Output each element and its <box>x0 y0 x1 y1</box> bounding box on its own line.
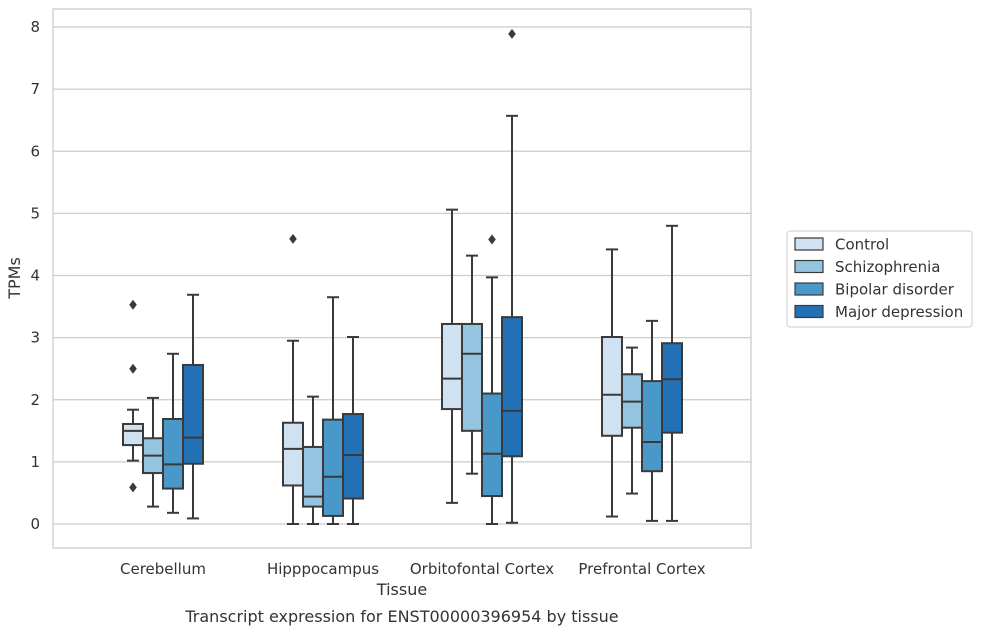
y-tick-label: 2 <box>30 391 40 409</box>
y-tick-label: 1 <box>30 453 40 471</box>
outlier-point <box>508 28 516 39</box>
box-3-1 <box>621 346 643 495</box>
y-tick-label: 8 <box>30 18 40 36</box>
box-0-1 <box>142 396 164 508</box>
box-iqr <box>322 418 344 517</box>
box-2-1 <box>461 254 483 475</box>
x-tick-label: Hipppocampus <box>267 560 379 578</box>
y-tick-label: 5 <box>30 204 40 222</box>
box-iqr <box>182 363 204 465</box>
box-iqr <box>342 413 364 500</box>
legend-swatch <box>794 282 824 296</box>
legend-label: Control <box>835 236 889 254</box>
box-1-3 <box>342 336 364 525</box>
box-1-0 <box>282 233 304 525</box>
y-tick-label: 7 <box>30 80 40 98</box>
box-iqr <box>162 418 184 490</box>
box-0-0 <box>122 299 144 493</box>
box-2-2 <box>481 234 503 525</box>
y-axis: 0 1 2 3 4 5 6 7 8 <box>30 18 40 533</box>
x-axis-title: Tissue <box>376 580 427 599</box>
legend-swatch <box>794 304 824 319</box>
box-3-3 <box>661 224 683 522</box>
outlier-point <box>129 363 137 374</box>
outlier-point <box>488 234 496 245</box>
box-2-3 <box>501 28 523 524</box>
box-iqr <box>601 336 623 437</box>
box-iqr <box>641 380 663 473</box>
y-tick-label: 3 <box>30 329 40 347</box>
box-3-0 <box>601 248 623 518</box>
box-iqr <box>661 342 683 434</box>
legend-label: Major depression <box>835 303 963 321</box>
x-tick-label: Cerebellum <box>120 560 206 578</box>
legend-swatch <box>794 259 824 274</box>
y-tick-label: 6 <box>30 142 40 160</box>
legend-swatch <box>794 237 824 251</box>
outlier-point <box>129 482 137 493</box>
x-tick-label: Orbitofontal Cortex <box>410 560 554 578</box>
box-iqr <box>282 421 304 487</box>
outlier-point <box>129 299 137 310</box>
outlier-point <box>289 233 297 244</box>
y-tick-label: 0 <box>30 515 40 533</box>
box-3-2 <box>641 319 663 522</box>
legend-label: Bipolar disorder <box>835 281 955 299</box>
boxes <box>122 28 683 525</box>
box-1-1 <box>302 395 324 525</box>
box-iqr <box>481 392 503 498</box>
box-0-3 <box>182 293 204 520</box>
legend: Control Schizophrenia Bipolar disorder Majo… <box>786 230 973 328</box>
box-2-0 <box>441 208 463 504</box>
legend-frame <box>786 230 973 328</box>
x-tick-label: Prefrontal Cortex <box>578 560 705 578</box>
box-0-2 <box>162 352 184 514</box>
y-tick-label: 4 <box>30 267 40 285</box>
box-iqr <box>441 322 463 411</box>
box-iqr <box>461 322 483 432</box>
box-1-2 <box>322 296 344 525</box>
box-iqr <box>501 316 523 458</box>
chart-caption: Transcript expression for ENST0000039695… <box>184 607 618 626</box>
box-iqr <box>122 422 144 447</box>
x-axis: Cerebellum Hipppocampus Orbitofontal Corte… <box>120 560 706 578</box>
legend-label: Schizophrenia <box>835 258 940 276</box>
plot-area <box>52 8 752 549</box>
y-axis-title: TPMs <box>5 257 24 300</box>
